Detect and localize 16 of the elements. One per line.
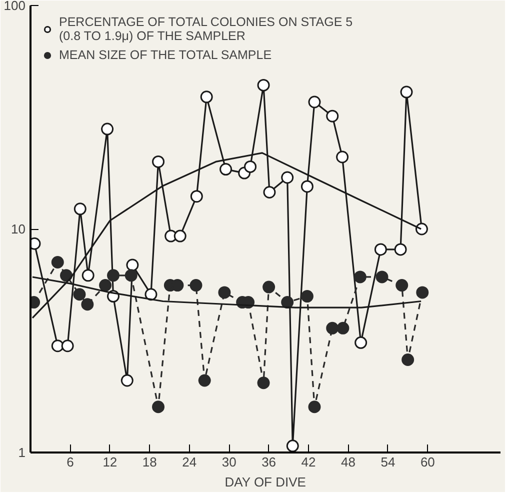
x-tick-label: 36 — [262, 454, 276, 470]
x-tick-label: 18 — [142, 454, 157, 470]
y-tick-label: 1 — [18, 445, 26, 460]
legend-label: MEAN SIZE OF THE TOTAL SAMPLE — [59, 48, 272, 62]
y-tick-label: 100 — [4, 0, 26, 13]
x-axis-title: DAY OF DIVE — [224, 474, 306, 490]
x-tick-label: 54 — [380, 454, 396, 470]
x-tick-label: 24 — [182, 454, 197, 470]
legend-label: PERCENTAGE OF TOTAL COLONIES ON STAGE 5 (0.8 TO 1.9μ) OF THE SAMPLER — [59, 15, 353, 43]
x-tick-label: 6 — [66, 454, 74, 470]
x-tick-label: 42 — [301, 454, 316, 470]
y-tick-label: 10 — [11, 222, 26, 236]
x-tick-label: 48 — [341, 454, 356, 470]
x-tick-label: 30 — [222, 454, 236, 470]
x-tick-label: 60 — [420, 454, 435, 470]
x-tick-label: 12 — [102, 454, 118, 470]
